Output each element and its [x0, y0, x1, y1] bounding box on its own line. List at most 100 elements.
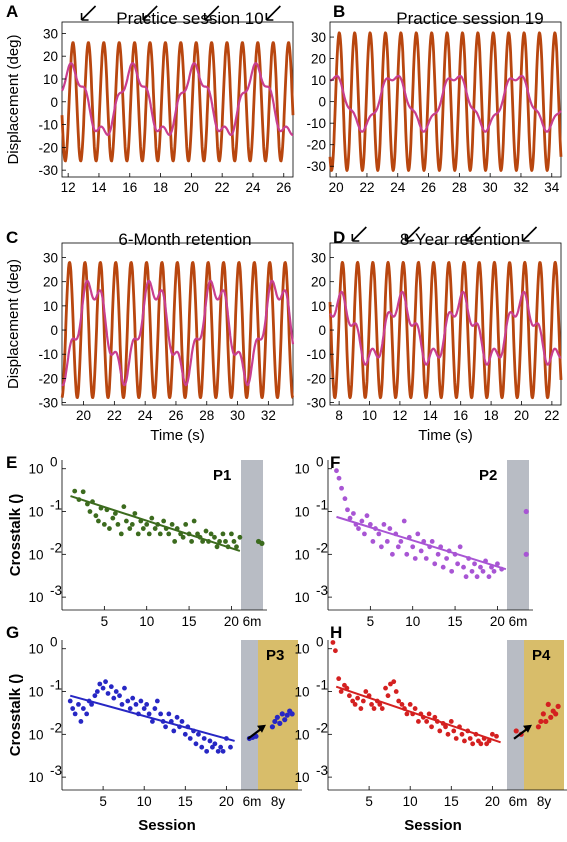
data-point [144, 522, 150, 527]
data-point [373, 526, 378, 531]
data-point [332, 648, 338, 654]
y-axis-label: Crosstalk () [7, 674, 24, 757]
data-point [393, 531, 399, 537]
data-point [472, 561, 477, 567]
data-point [410, 711, 416, 717]
data-point [177, 724, 182, 730]
x-tick-label: 16 [122, 180, 137, 195]
y-tick-label: -30 [38, 163, 58, 178]
fit-line [70, 495, 241, 552]
produced-trace [61, 62, 294, 136]
x-axis-label: Time (s) [418, 427, 472, 444]
chart-title: 6-Month retention [118, 230, 251, 249]
data-point [344, 685, 350, 691]
data-point [448, 719, 454, 724]
data-point [132, 511, 138, 516]
data-point [404, 551, 410, 557]
data-point [146, 531, 152, 537]
plot-frame [61, 242, 294, 406]
x-tick-label: 26 [421, 180, 436, 195]
data-point [108, 684, 114, 690]
participant-label: P1 [213, 467, 231, 484]
y-tick-label: 20 [43, 49, 58, 64]
data-point [483, 558, 488, 564]
data-point [127, 706, 133, 711]
data-point [370, 539, 376, 544]
data-point [338, 689, 344, 694]
retention-point [553, 711, 559, 717]
data-point [138, 698, 144, 704]
data-point [412, 556, 418, 561]
data-point [107, 526, 112, 531]
data-point [440, 720, 446, 726]
data-point [155, 522, 161, 527]
panel-letter: H [330, 623, 342, 642]
y-tick-base: 10 [294, 547, 309, 562]
y-tick-base: 10 [28, 727, 43, 742]
data-point [72, 488, 78, 494]
data-point [122, 685, 127, 691]
data-point [127, 526, 133, 531]
data-point [166, 711, 172, 717]
y-tick-label: 10 [311, 299, 326, 314]
y-tick-exponent: -3 [316, 763, 328, 778]
y-axis-label: Displacement (deg) [5, 34, 22, 164]
data-point [440, 564, 446, 570]
annotation-arrow [465, 226, 481, 242]
data-point [229, 531, 234, 537]
y-tick-label: -10 [306, 116, 326, 131]
y-tick-base: 10 [294, 642, 309, 657]
data-point [103, 679, 108, 685]
data-point [491, 568, 497, 574]
y-tick-label: 30 [311, 251, 326, 266]
y-tick-base: 10 [294, 505, 309, 520]
data-point [489, 564, 494, 570]
y-tick-label: -10 [38, 118, 58, 133]
retention-point [277, 720, 283, 726]
data-point [85, 501, 90, 507]
data-point [438, 544, 444, 550]
annotation-arrow [265, 5, 281, 21]
data-point [237, 534, 243, 540]
data-point [115, 522, 121, 527]
data-point [339, 485, 344, 491]
data-point [100, 685, 106, 691]
data-point [234, 544, 239, 550]
y-tick-exponent: -3 [50, 583, 62, 598]
data-point [330, 640, 336, 645]
data-point [70, 706, 76, 711]
x-tick-label: 12 [61, 180, 76, 195]
x-tick-label: 22 [107, 408, 122, 423]
data-point [105, 691, 111, 696]
y-axis-label: Displacement (deg) [5, 259, 22, 389]
data-point [457, 544, 463, 550]
data-point [391, 679, 397, 685]
data-point [461, 564, 466, 570]
annotation-arrow [521, 226, 538, 242]
data-point [396, 698, 402, 704]
x-tick-label: 10 [405, 614, 420, 629]
y-tick-base: 10 [294, 770, 309, 785]
data-point [204, 748, 210, 754]
y-tick-exponent: 0 [50, 455, 58, 470]
y-tick-base: 10 [28, 547, 43, 562]
retention-6m-band [241, 640, 263, 790]
data-point [495, 561, 500, 567]
y-tick-exponent: -1 [316, 498, 328, 513]
data-point [421, 539, 427, 544]
data-point [168, 719, 174, 724]
participant-label: P3 [266, 647, 284, 664]
data-point [119, 702, 125, 707]
y-tick-exponent: 0 [316, 635, 324, 650]
data-point [87, 509, 93, 514]
y-tick-label: 0 [50, 323, 58, 338]
panel-letter: G [6, 623, 19, 642]
x-tick-label: 18 [153, 180, 168, 195]
data-point [195, 531, 200, 537]
data-point [201, 736, 207, 741]
x-tick-label: 10 [362, 408, 377, 423]
x-tick-label: 32 [261, 408, 276, 423]
x-tick-label: 5 [101, 614, 109, 629]
data-point [223, 736, 229, 741]
data-point [376, 531, 382, 537]
